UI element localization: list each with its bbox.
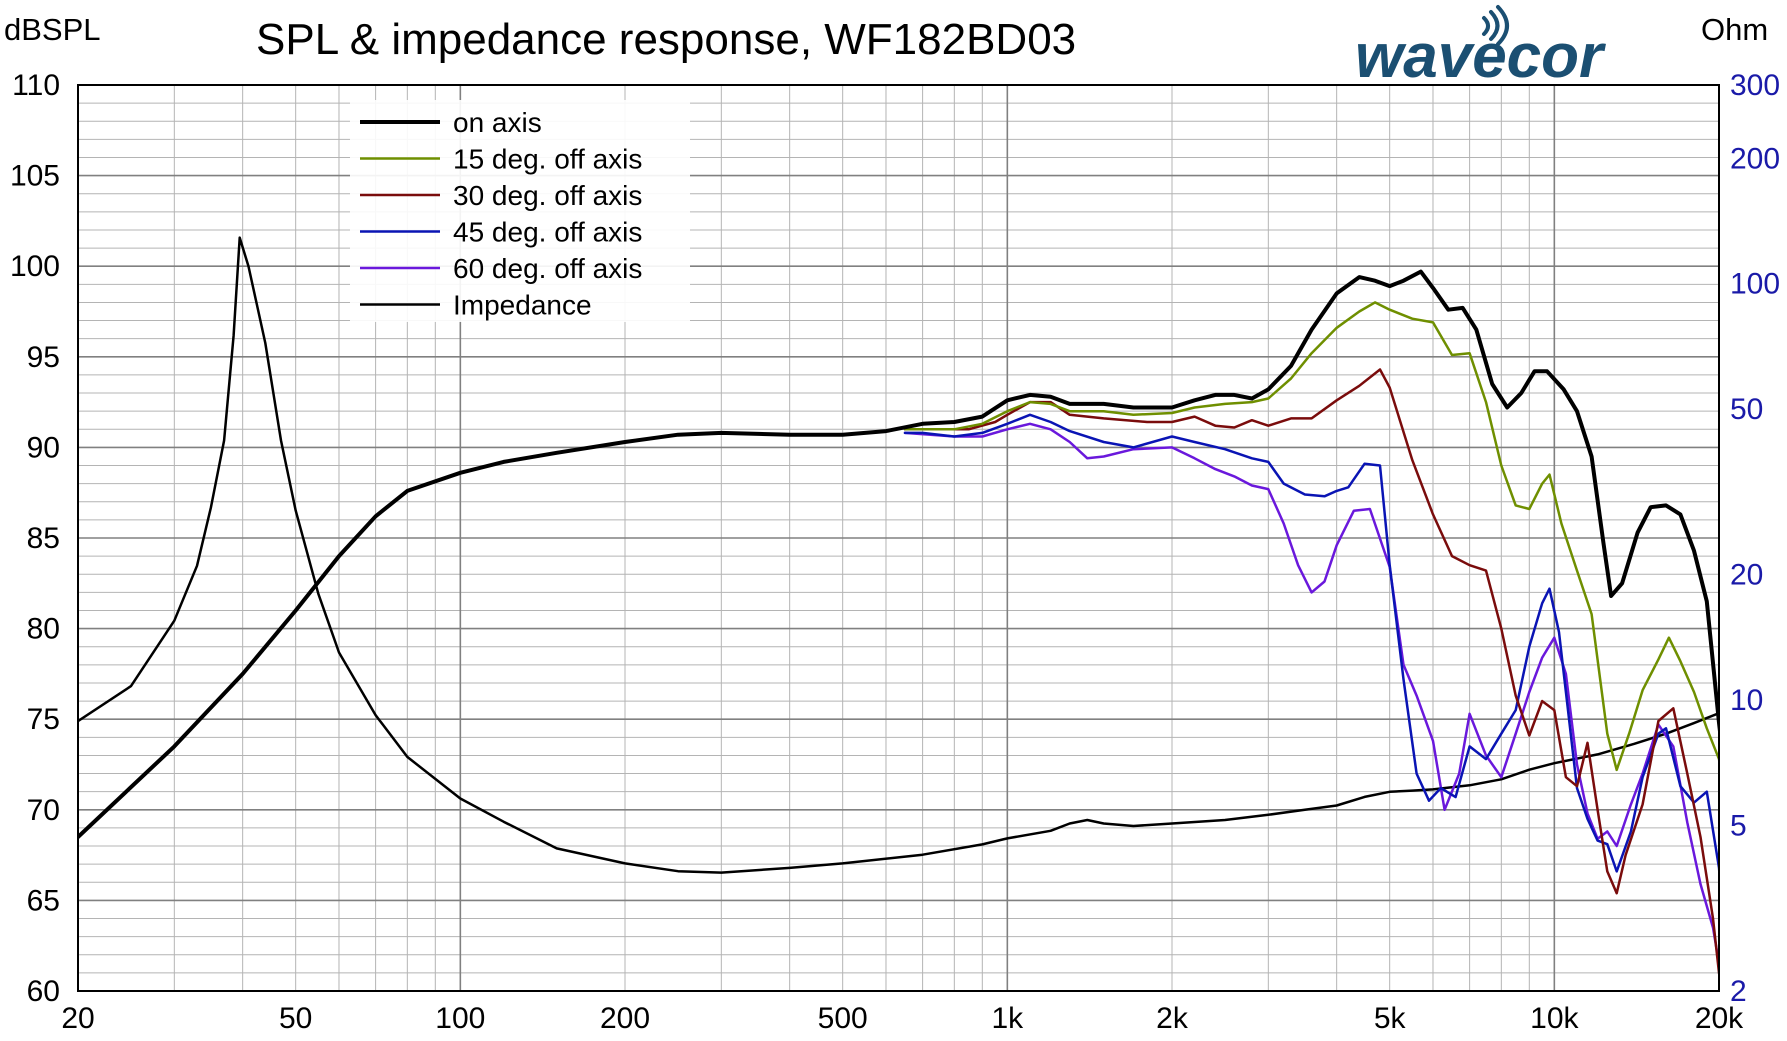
y-tick-label: 85 bbox=[27, 522, 60, 555]
chart-title: SPL & impedance response, WF182BD03 bbox=[256, 15, 1076, 64]
series-line-impedance bbox=[78, 236, 1719, 874]
series-layer bbox=[78, 236, 1719, 981]
series-line-30-deg-off-axis bbox=[903, 368, 1719, 981]
y2-tick-label: 300 bbox=[1730, 69, 1780, 102]
y-tick-labels: 110 105 100 95 90 85 80 75 70 65 60 bbox=[10, 69, 60, 1008]
x-tick-label: 20 bbox=[61, 1002, 94, 1035]
legend: on axis 15 deg. off axis 30 deg. off axis 4… bbox=[350, 100, 690, 322]
x-tick-label: 10k bbox=[1530, 1002, 1579, 1035]
legend-label: on axis bbox=[453, 107, 542, 138]
x-tick-label: 500 bbox=[818, 1002, 868, 1035]
y2-tick-label: 20 bbox=[1730, 559, 1763, 592]
wavecor-logo: wavecor bbox=[1355, 5, 1606, 91]
plot-area bbox=[77, 84, 1720, 992]
y-tick-label: 110 bbox=[12, 69, 60, 102]
y-tick-label: 95 bbox=[27, 341, 60, 374]
y2-tick-label: 2 bbox=[1730, 975, 1747, 1008]
y-tick-label: 80 bbox=[27, 613, 60, 646]
legend-label: 45 deg. off axis bbox=[453, 217, 642, 248]
signal-waves-icon bbox=[1482, 5, 1509, 46]
y2-tick-label: 50 bbox=[1730, 393, 1763, 426]
y-tick-label: 75 bbox=[27, 703, 60, 736]
x-tick-label: 100 bbox=[435, 1002, 485, 1035]
x-tick-labels: 20 50 100 200 500 1k 2k 5k 10k 20k bbox=[61, 1002, 1744, 1035]
legend-label: 30 deg. off axis bbox=[453, 180, 642, 211]
y-tick-label: 65 bbox=[27, 884, 60, 917]
legend-label: 60 deg. off axis bbox=[453, 253, 642, 284]
series-line-on-axis bbox=[78, 269, 1719, 839]
x-tick-label: 20k bbox=[1695, 1002, 1744, 1035]
y2-tick-label: 100 bbox=[1730, 268, 1780, 301]
y2-tick-label: 10 bbox=[1730, 684, 1763, 717]
legend-label: Impedance bbox=[453, 290, 592, 321]
x-tick-label: 200 bbox=[600, 1002, 650, 1035]
y2-tick-label: 5 bbox=[1730, 809, 1747, 842]
series-line-45-deg-off-axis bbox=[903, 413, 1719, 885]
y-tick-label: 70 bbox=[27, 794, 60, 827]
x-tick-label: 1k bbox=[991, 1002, 1024, 1035]
y2-tick-labels: 300 200 100 50 20 10 5 2 bbox=[1730, 69, 1780, 1008]
series-line-15-deg-off-axis bbox=[903, 301, 1719, 772]
y-tick-label: 90 bbox=[27, 431, 60, 464]
x-tick-label: 2k bbox=[1156, 1002, 1189, 1035]
legend-label: 15 deg. off axis bbox=[453, 144, 642, 175]
legend-box bbox=[350, 100, 690, 322]
x-tick-label: 50 bbox=[279, 1002, 312, 1035]
y-tick-label: 60 bbox=[27, 975, 60, 1008]
y-tick-label: 105 bbox=[10, 160, 60, 193]
y-tick-label: 100 bbox=[10, 250, 60, 283]
y2-tick-label: 200 bbox=[1730, 142, 1780, 175]
series-line-60-deg-off-axis bbox=[903, 422, 1719, 966]
x-tick-label: 5k bbox=[1374, 1002, 1407, 1035]
left-axis-unit: dBSPL bbox=[4, 12, 101, 47]
logo-wordmark: wavecor bbox=[1355, 22, 1606, 91]
plot-frame bbox=[77, 84, 1720, 992]
right-axis-unit: Ohm bbox=[1701, 12, 1768, 47]
